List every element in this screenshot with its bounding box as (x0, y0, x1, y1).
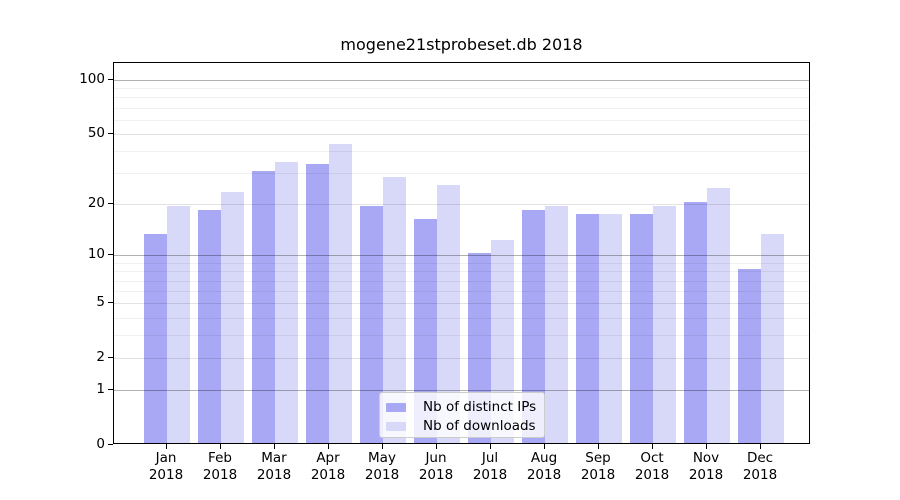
gridline (114, 358, 809, 360)
x-tick-label: May 2018 (364, 450, 400, 483)
bar (306, 164, 329, 443)
plot-area (113, 62, 810, 444)
bar (576, 214, 599, 443)
gridline (114, 262, 809, 264)
x-tick-mark (328, 444, 329, 449)
y-tick-label: 0 (96, 436, 105, 452)
gridline (114, 303, 809, 305)
legend-label-distinct-ips: Nb of distinct IPs (423, 399, 537, 415)
x-tick-label: Oct 2018 (634, 450, 670, 483)
x-tick-mark (382, 444, 383, 449)
bar (414, 218, 437, 443)
x-tick-mark (760, 444, 761, 449)
gridline (114, 390, 809, 392)
x-tick-mark (490, 444, 491, 449)
bar (167, 206, 190, 443)
x-tick-label: Aug 2018 (526, 450, 562, 483)
bar (221, 191, 244, 443)
legend-swatch-downloads (386, 421, 406, 431)
gridline (114, 280, 809, 282)
bar (761, 234, 784, 443)
y-tick-mark (108, 132, 113, 134)
x-tick-label: Mar 2018 (256, 450, 292, 483)
y-tick-label: 50 (87, 125, 105, 141)
y-tick-mark (108, 301, 113, 303)
bar (738, 269, 761, 443)
y-tick-mark (108, 78, 113, 80)
x-tick-mark (544, 444, 545, 449)
legend-label-downloads: Nb of downloads (423, 418, 536, 434)
gridline (114, 107, 809, 109)
bar (437, 185, 460, 443)
y-tick-label: 1 (96, 381, 105, 398)
x-tick-mark (598, 444, 599, 449)
gridline (114, 119, 809, 121)
y-tick-label: 5 (96, 294, 105, 311)
x-tick-mark (652, 444, 653, 449)
y-tick-mark (108, 202, 113, 204)
gridline (114, 204, 809, 206)
x-tick-mark (220, 444, 221, 449)
gridline (114, 134, 809, 135)
y-tick-label: 10 (87, 246, 105, 263)
bar (144, 234, 167, 443)
y-tick-mark (108, 443, 113, 445)
gridline (114, 317, 809, 319)
gridline (114, 173, 809, 175)
gridline (114, 80, 809, 81)
bar (545, 206, 568, 443)
bar (653, 206, 676, 443)
y-tick-mark (108, 388, 113, 390)
legend: Nb of distinct IPs Nb of downloads (379, 392, 545, 438)
gridline (114, 291, 809, 293)
bar (252, 171, 275, 443)
gridline (114, 271, 809, 273)
x-tick-label: Sep 2018 (580, 450, 616, 483)
y-tick-label: 2 (96, 349, 105, 366)
x-tick-label: Dec 2018 (742, 450, 778, 483)
x-tick-label: Jul 2018 (472, 450, 508, 483)
legend-item-downloads: Nb of downloads (386, 417, 544, 435)
chart-title: mogene21stprobeset.db 2018 (340, 35, 583, 54)
x-tick-mark (436, 444, 437, 449)
x-tick-mark (166, 444, 167, 449)
bar (707, 188, 730, 443)
gridline (114, 97, 809, 99)
y-tick-label: 100 (79, 71, 105, 87)
x-tick-mark (274, 444, 275, 449)
legend-item-distinct-ips: Nb of distinct IPs (386, 398, 544, 416)
y-tick-mark (108, 253, 113, 255)
gridline (114, 255, 809, 257)
x-tick-label: Jan 2018 (148, 450, 184, 483)
y-tick-label: 20 (87, 195, 105, 212)
gridline (114, 335, 809, 337)
x-tick-label: Feb 2018 (202, 450, 238, 483)
x-tick-label: Apr 2018 (310, 450, 346, 483)
bar (198, 210, 221, 443)
bar (275, 161, 298, 443)
bar (599, 214, 622, 443)
bar (360, 206, 383, 443)
x-tick-label: Jun 2018 (418, 450, 454, 483)
bar (383, 176, 406, 443)
y-tick-mark (108, 356, 113, 358)
gridline (114, 88, 809, 90)
x-tick-label: Nov 2018 (688, 450, 724, 483)
bar (630, 214, 653, 443)
gridline (114, 151, 809, 153)
x-tick-mark (706, 444, 707, 449)
legend-swatch-distinct-ips (386, 402, 406, 412)
bar (522, 210, 545, 443)
bar (329, 143, 352, 443)
bar (684, 202, 707, 443)
